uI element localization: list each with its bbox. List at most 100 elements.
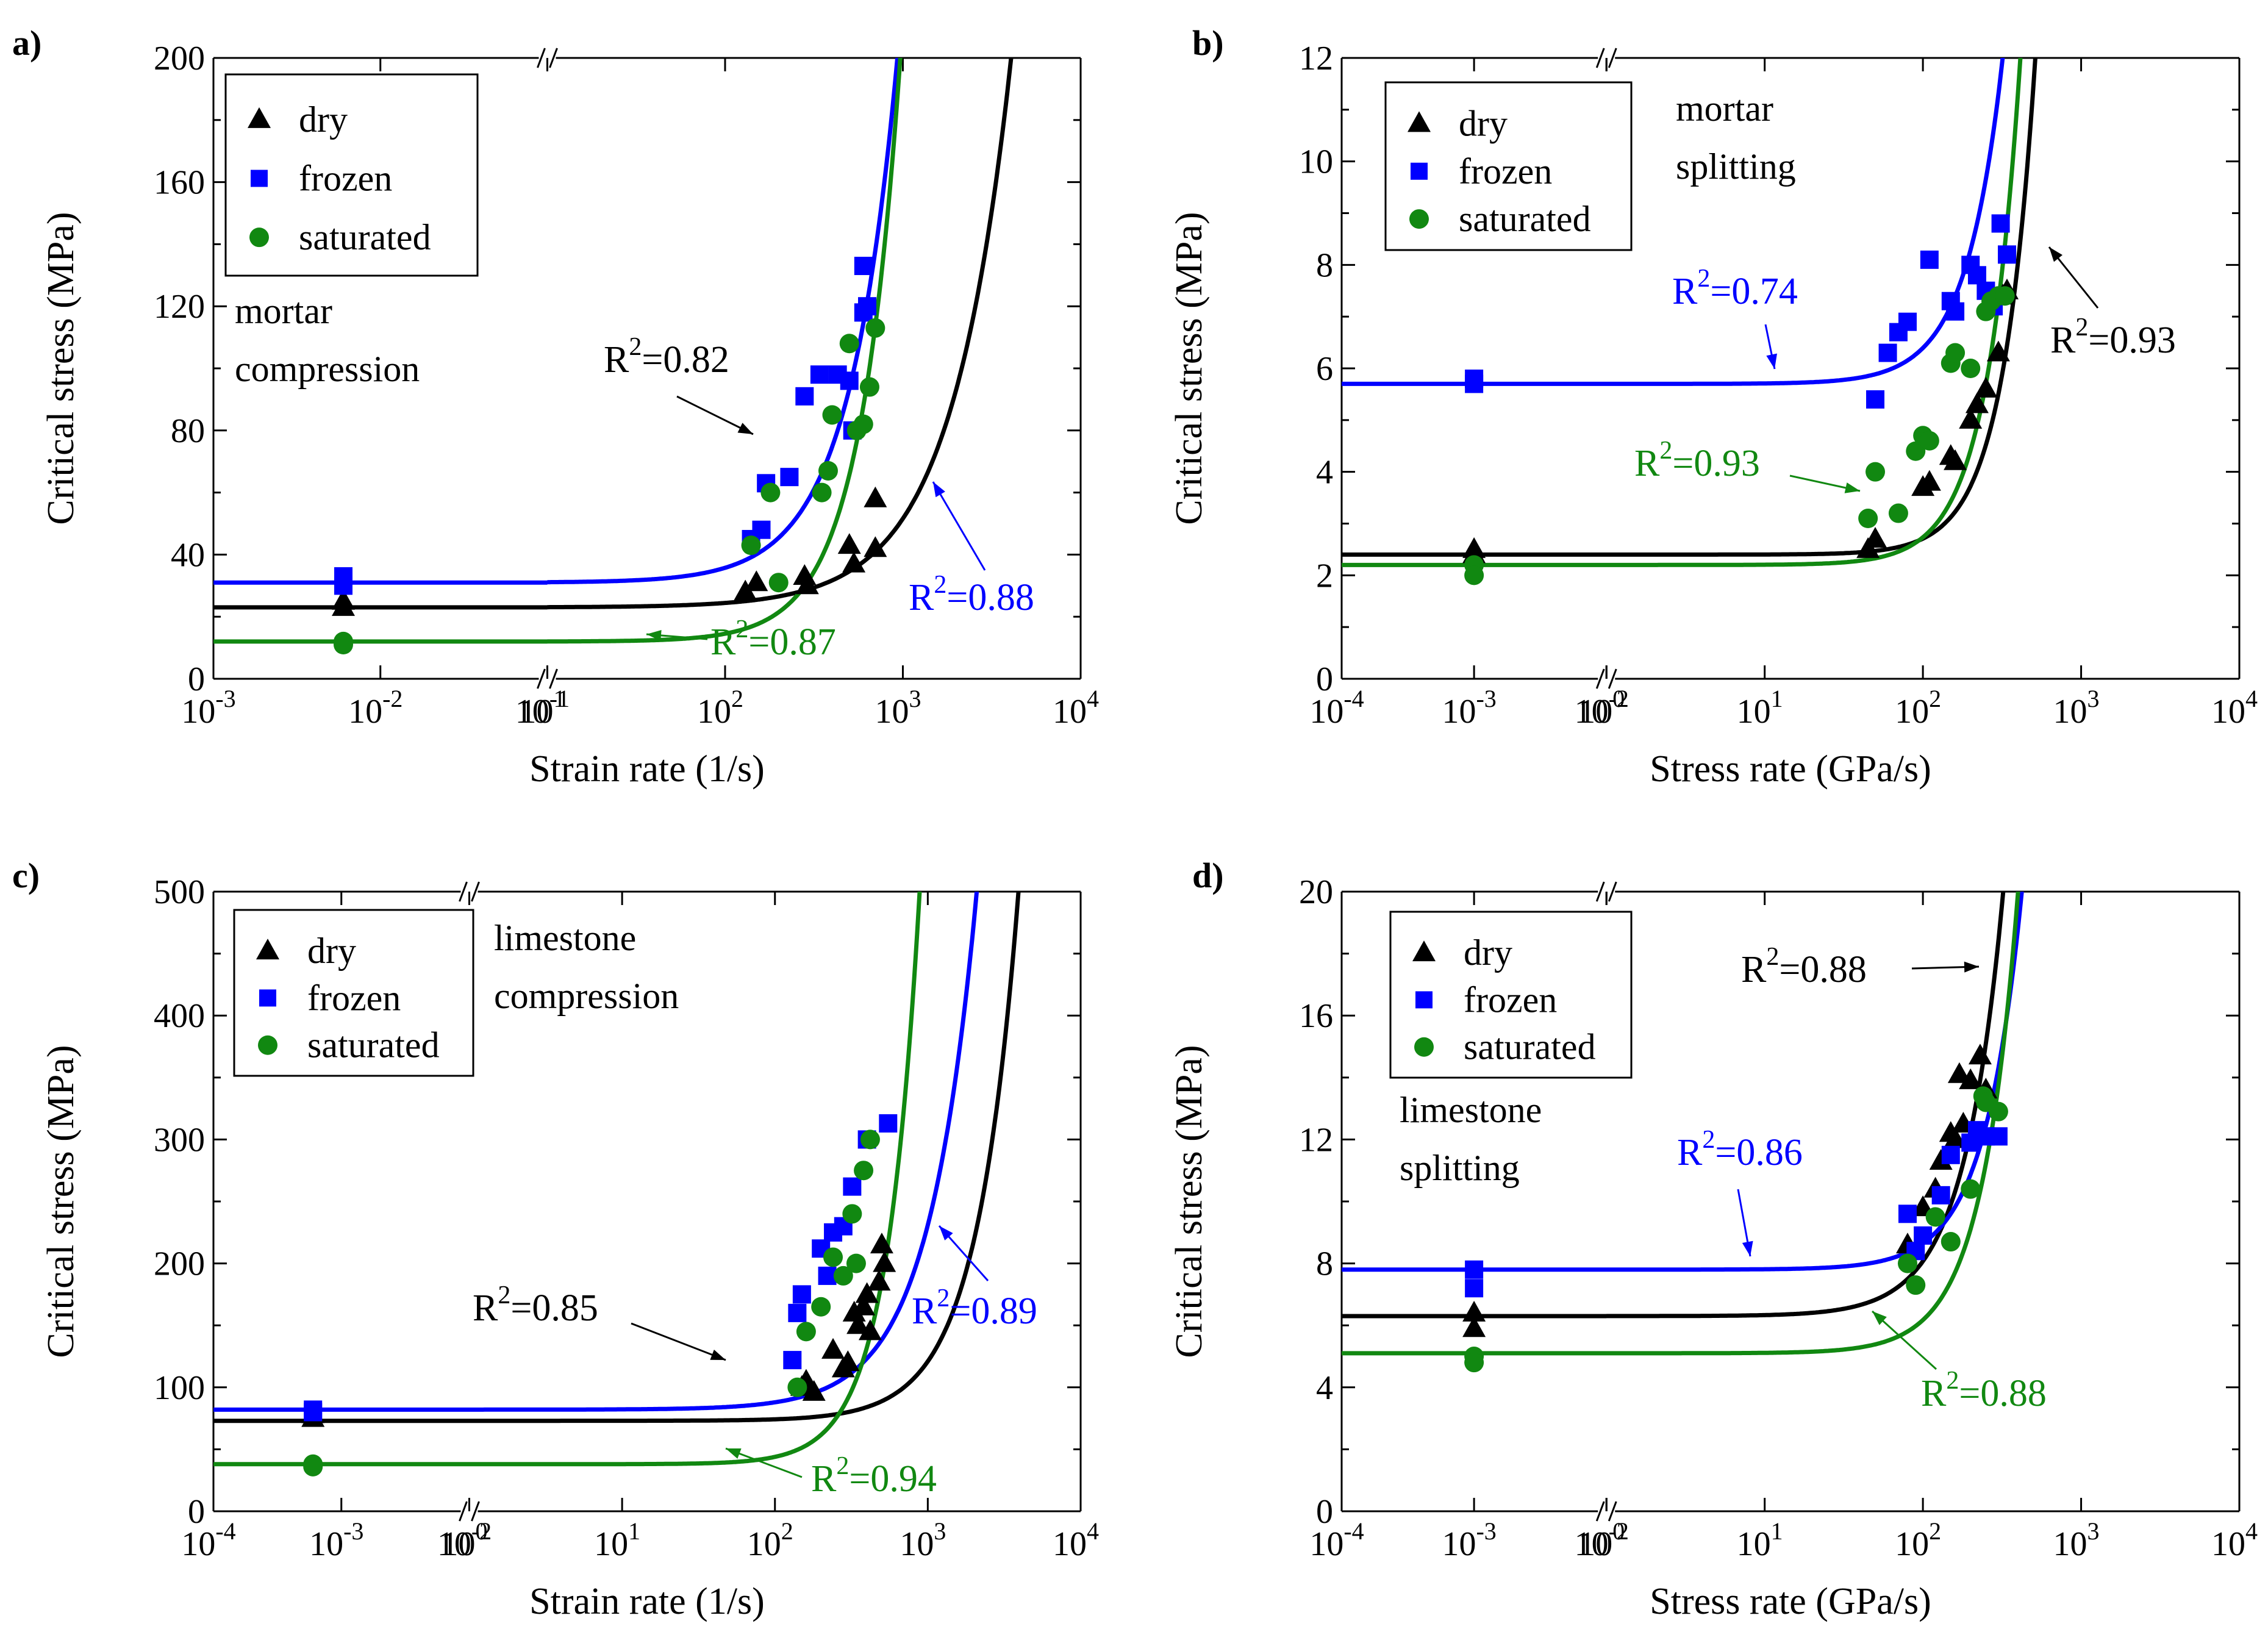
y-tick-label: 80	[171, 412, 205, 450]
x-tick-exponent: -4	[215, 1517, 235, 1545]
data-point-dry	[873, 1251, 896, 1272]
x-tick-exponent: -3	[215, 685, 235, 712]
x-tick-base: 10	[1309, 693, 1343, 731]
panel-note: splitting	[1400, 1148, 1520, 1188]
data-point-frozen	[1866, 390, 1885, 409]
legend-marker-dry	[248, 107, 271, 128]
r2-arrow-line-dry	[631, 1322, 726, 1361]
legend-label-frozen: frozen	[1464, 979, 1557, 1020]
r2-equals: =	[510, 1287, 532, 1329]
x-tick-label: 102	[747, 1517, 793, 1563]
r2-symbol: R	[912, 1290, 937, 1332]
y-tick-label: 0	[188, 1493, 205, 1531]
y-tick-label: 120	[154, 288, 205, 326]
y-tick-label: 16	[1299, 997, 1333, 1035]
x-tick-exponent: 3	[2087, 685, 2100, 712]
x-tick-base: 10	[519, 693, 553, 731]
data-point-saturated	[823, 1247, 843, 1267]
data-point-saturated	[811, 1297, 831, 1317]
r2-arrow-head-dry	[1964, 961, 1979, 973]
r2-exponent: 2	[735, 615, 748, 643]
data-point-frozen	[840, 371, 859, 390]
x-tick-base: 10	[1578, 1525, 1612, 1563]
break-slash	[459, 881, 468, 902]
x-tick-base: 10	[1053, 693, 1087, 731]
r2-exponent: 2	[937, 1284, 950, 1312]
data-point-saturated	[303, 1456, 323, 1477]
r2-symbol: R	[1921, 1373, 1947, 1414]
data-point-saturated	[853, 414, 873, 434]
r2-arrow-head-frozen	[939, 1226, 953, 1240]
x-tick-base: 10	[1053, 1525, 1087, 1563]
panel-label: d)	[1192, 856, 1224, 895]
x-tick-exponent: 1	[628, 1517, 640, 1545]
r2-arrow-head-frozen	[933, 482, 945, 498]
data-point-dry	[1462, 1300, 1486, 1322]
x-tick-base: 10	[2211, 1525, 2245, 1563]
r2-exponent: 2	[498, 1281, 510, 1309]
y-tick-label: 6	[1316, 350, 1333, 388]
y-tick-label: 20	[1299, 873, 1333, 911]
x-tick-label: 102	[1895, 1517, 1941, 1563]
y-tick-label: 4	[1316, 1369, 1333, 1407]
y-axis-title: Critical stress (MPa)	[1168, 1045, 1210, 1358]
data-point-frozen	[1989, 1127, 2008, 1146]
data-point-frozen	[1465, 1279, 1484, 1298]
r2-symbol: R	[811, 1458, 837, 1500]
data-point-dry	[837, 533, 861, 554]
data-point-frozen	[1465, 1260, 1484, 1279]
data-point-saturated	[818, 460, 838, 481]
x-tick-label: 10-3	[1442, 1517, 1496, 1563]
r2-arrow-head-saturated	[726, 1448, 742, 1459]
break-slash	[549, 48, 558, 68]
x-tick-exponent: -1	[549, 685, 570, 712]
legend-marker-dry	[256, 939, 279, 960]
data-point-dry	[1986, 340, 2010, 362]
legend-label-saturated: saturated	[299, 217, 431, 257]
y-tick-label: 8	[1316, 246, 1333, 284]
data-point-dry	[802, 1380, 826, 1401]
x-tick-base: 10	[875, 693, 909, 731]
legend-label-dry: dry	[307, 931, 356, 971]
x-tick-exponent: 3	[934, 1517, 946, 1545]
r2-exponent: 2	[836, 1452, 849, 1480]
x-tick-label: 102	[697, 685, 743, 731]
r2-value: 0.88	[1980, 1373, 2047, 1414]
r2-arrow-head-saturated	[646, 629, 662, 641]
x-tick-base: 10	[1442, 693, 1476, 731]
x-tick-label: 104	[1053, 685, 1099, 731]
r2-arrow-head-saturated	[1872, 1311, 1887, 1325]
data-point-saturated	[1961, 359, 1981, 378]
legend-marker-frozen	[251, 170, 268, 187]
data-point-saturated	[839, 334, 859, 354]
data-point-frozen	[1967, 266, 1986, 285]
legend: dry frozen saturated	[1384, 81, 1633, 251]
x-tick-exponent: -2	[1609, 1517, 1629, 1545]
legend: dry frozen saturated	[233, 909, 474, 1077]
data-point-frozen	[795, 387, 814, 406]
data-point-dry	[858, 1319, 882, 1341]
panel-note: limestone	[494, 918, 636, 958]
break-slash	[471, 881, 480, 902]
x-tick-exponent: 1	[553, 685, 565, 712]
data-point-frozen	[879, 1114, 898, 1133]
r2-value: 0.82	[663, 339, 729, 381]
x-tick-exponent: 2	[1929, 685, 1941, 712]
panel-label: a)	[12, 23, 41, 63]
x-tick-exponent: 1	[1771, 1517, 1783, 1545]
x-tick-base: 10	[1442, 1525, 1476, 1563]
break-slash	[537, 48, 546, 68]
x-tick-label: 10-3	[1442, 685, 1496, 731]
r2-exponent: 2	[1659, 437, 1672, 465]
x-tick-base: 10	[1309, 1525, 1343, 1563]
legend-label-frozen: frozen	[307, 978, 401, 1018]
r2-arrow-head-dry	[2049, 247, 2063, 262]
x-tick-label: 10-2	[1575, 685, 1629, 731]
x-axis-title: Stress rate (GPa/s)	[1650, 748, 1931, 790]
data-point-frozen	[334, 576, 353, 595]
data-point-frozen	[1878, 343, 1897, 362]
data-point-dry	[864, 536, 887, 557]
data-point-dry	[864, 486, 887, 507]
data-point-frozen	[1998, 245, 2017, 264]
y-tick-label: 400	[154, 997, 205, 1035]
